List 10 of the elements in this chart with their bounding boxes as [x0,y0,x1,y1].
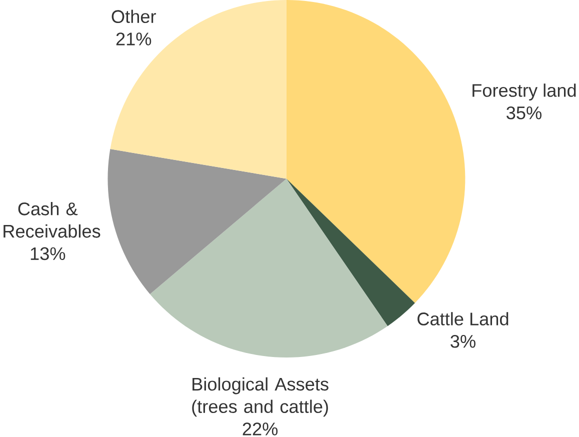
data-label: 35% [506,106,542,120]
slice-label: Cattle Land [418,312,508,326]
slice-label: Cash & Receivables [4,202,100,238]
data-label: 3% [450,334,476,348]
slice-label: Forestry land [472,83,576,100]
data-label: 22% [242,422,278,436]
data-label: 13% [30,247,66,260]
data-label: 21% [116,32,152,46]
slice-label: Other [112,9,156,23]
slice-label: Biological Assets (trees and cattle) [192,377,328,416]
